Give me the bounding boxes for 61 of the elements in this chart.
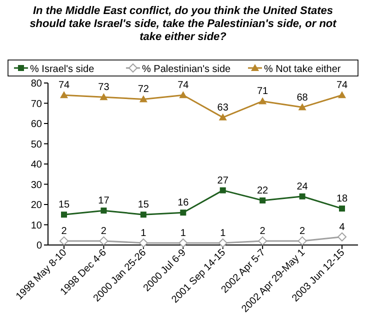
chart-title: In the Middle East conflict, do you think the United States should take Israel's side, take the Palestinian's side, or not take either side? (30, 5, 338, 43)
legend-label: % Not take either (264, 64, 342, 75)
point (258, 97, 267, 104)
point (339, 206, 345, 212)
data-label: 68 (296, 92, 308, 104)
point (218, 113, 227, 120)
data-label: 74 (58, 80, 70, 92)
legend-label: % Israel's side (30, 64, 95, 75)
point (260, 197, 266, 204)
point (179, 91, 188, 98)
data-label: 15 (138, 200, 150, 211)
point (178, 238, 188, 248)
point (298, 236, 307, 246)
point (140, 212, 146, 218)
point (299, 193, 306, 200)
y-tick-label: 50 (30, 139, 42, 150)
y-tick-label: 60 (30, 119, 42, 130)
data-label: 27 (217, 175, 229, 186)
data-label: 63 (217, 102, 229, 114)
data-label: 2 (260, 226, 266, 237)
point (258, 236, 268, 246)
y-tick-label: 30 (30, 180, 42, 191)
data-label: 22 (257, 185, 269, 196)
data-label: 16 (178, 198, 190, 209)
data-label: 24 (296, 181, 308, 192)
point (100, 208, 107, 214)
data-label: 1 (140, 228, 147, 239)
data-label: 1 (220, 228, 226, 239)
data-label: 1 (180, 228, 186, 239)
data-label: 4 (339, 222, 346, 233)
point (99, 236, 108, 246)
point (218, 238, 228, 248)
data-label: 72 (138, 84, 150, 96)
data-label: 2 (61, 226, 68, 237)
y-tick-label: 20 (30, 200, 42, 211)
y-tick-label: 0 (36, 240, 42, 252)
legend-label: % Palestinian's side (142, 64, 232, 75)
y-tick-label: 70 (30, 98, 42, 110)
point (180, 210, 186, 216)
point (338, 91, 346, 98)
y-tick-label: 10 (30, 220, 42, 232)
point (60, 91, 68, 98)
data-label: 71 (257, 86, 269, 98)
data-label: 15 (58, 200, 70, 211)
point (338, 232, 346, 242)
data-label: 17 (98, 196, 110, 207)
data-label: 74 (336, 80, 348, 92)
data-label: 73 (98, 82, 110, 94)
point (220, 187, 226, 194)
point (60, 236, 68, 246)
point (61, 212, 67, 218)
point (138, 238, 148, 248)
point (100, 93, 108, 100)
data-label: 2 (100, 226, 107, 237)
point (298, 103, 306, 110)
y-tick-label: 80 (30, 78, 42, 90)
point (139, 95, 148, 102)
y-tick-label: 40 (30, 160, 42, 170)
data-label: 2 (300, 226, 306, 237)
data-label: 18 (336, 194, 348, 205)
data-label: 74 (178, 80, 190, 92)
